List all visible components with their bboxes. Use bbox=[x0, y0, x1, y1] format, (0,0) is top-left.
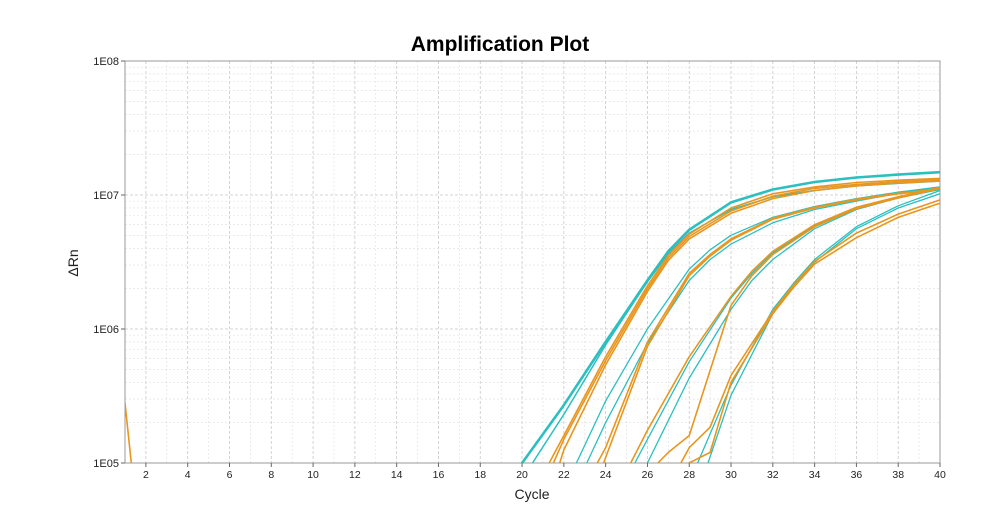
amplification-curve-8 bbox=[596, 188, 940, 463]
x-tick-label: 20 bbox=[516, 469, 528, 481]
amplification-curve-5 bbox=[558, 180, 940, 463]
x-tick-label: 12 bbox=[349, 469, 361, 481]
x-tick-label: 8 bbox=[268, 469, 274, 481]
amplification-curve-3 bbox=[548, 177, 940, 463]
x-tick-label: 10 bbox=[307, 469, 319, 481]
x-tick-label: 24 bbox=[600, 469, 612, 481]
chart-title: Amplification Plot bbox=[411, 33, 590, 56]
x-axis-ticks: 2 4 6 8 10 12 14 16 18 20 22 24 26 28 30 32 34 36 38 40 bbox=[143, 463, 946, 481]
x-tick-label: 22 bbox=[558, 469, 570, 481]
amplification-curve-1 bbox=[520, 170, 940, 463]
x-tick-label: 36 bbox=[851, 469, 863, 481]
amplification-curve-10 bbox=[634, 187, 940, 463]
amplification-curve-13 bbox=[657, 187, 940, 463]
x-tick-label: 32 bbox=[767, 469, 779, 481]
y-tick-label: 1E06 bbox=[93, 324, 119, 336]
x-tick-label: 18 bbox=[474, 469, 486, 481]
amplification-curve-4 bbox=[552, 178, 940, 463]
x-tick-label: 4 bbox=[185, 469, 191, 481]
x-axis-label: Cycle bbox=[514, 486, 549, 502]
x-tick-label: 28 bbox=[683, 469, 695, 481]
amplification-curve-18 bbox=[125, 402, 133, 463]
x-tick-label: 14 bbox=[391, 469, 403, 481]
x-tick-label: 34 bbox=[809, 469, 821, 481]
amplification-curve-6 bbox=[575, 186, 940, 463]
grid-lines bbox=[125, 61, 940, 463]
y-tick-label: 1E08 bbox=[93, 56, 119, 68]
x-tick-label: 6 bbox=[227, 469, 233, 481]
x-tick-label: 30 bbox=[725, 469, 737, 481]
amplification-curve-17 bbox=[688, 202, 940, 463]
y-tick-label: 1E07 bbox=[93, 190, 119, 202]
x-tick-label: 16 bbox=[433, 469, 445, 481]
x-tick-label: 26 bbox=[642, 469, 654, 481]
amplification-curves bbox=[125, 170, 940, 463]
y-axis-label: ΔRn bbox=[65, 249, 81, 276]
amplification-curve-12 bbox=[629, 186, 940, 463]
amplification-curve-16 bbox=[680, 199, 940, 463]
y-tick-label: 1E05 bbox=[93, 458, 119, 470]
amplification-curve-9 bbox=[602, 188, 940, 463]
x-tick-label: 2 bbox=[143, 469, 149, 481]
x-tick-label: 38 bbox=[892, 469, 904, 481]
y-axis-ticks: 1E05 1E06 1E07 1E08 bbox=[93, 56, 125, 470]
x-tick-label: 40 bbox=[934, 469, 946, 481]
amplification-curve-14 bbox=[696, 189, 940, 463]
